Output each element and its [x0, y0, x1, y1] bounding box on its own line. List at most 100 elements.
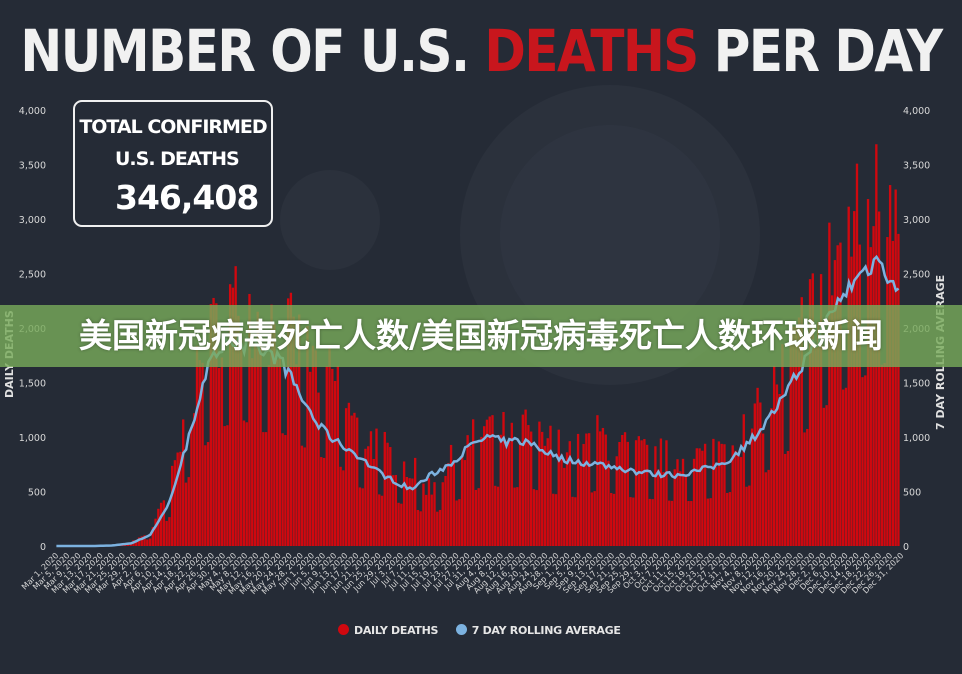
bar — [872, 226, 875, 546]
bar — [574, 497, 577, 546]
bar — [877, 211, 881, 546]
bar — [187, 477, 190, 546]
bar — [466, 435, 469, 546]
bar — [618, 442, 621, 546]
bar — [585, 433, 588, 546]
bar — [670, 500, 674, 546]
bar — [521, 414, 525, 546]
bar — [839, 242, 842, 546]
bar — [499, 434, 502, 546]
bar — [579, 464, 583, 546]
bar — [389, 447, 392, 546]
bar — [599, 431, 602, 546]
y-tick-label-left: 4,000 — [19, 106, 46, 117]
bar — [626, 441, 629, 546]
bar — [217, 367, 221, 546]
bar — [234, 266, 237, 546]
bar — [759, 402, 762, 546]
bar — [737, 452, 740, 546]
bar — [378, 494, 381, 546]
bar — [419, 511, 422, 546]
bar — [248, 293, 251, 546]
bar — [292, 316, 295, 546]
bar — [413, 457, 417, 546]
total-deaths-box: TOTAL CONFIRMED U.S. DEATHS 346,408 — [73, 100, 273, 227]
bar — [170, 465, 174, 546]
bar — [825, 405, 828, 546]
bar — [245, 422, 248, 546]
bar — [587, 433, 591, 546]
bar — [430, 494, 433, 546]
bar — [253, 344, 257, 546]
bar — [367, 446, 370, 546]
bar — [488, 416, 491, 546]
bar — [706, 498, 710, 546]
bar — [698, 448, 701, 546]
bar — [784, 453, 787, 546]
bar — [314, 350, 317, 546]
bar — [797, 317, 801, 546]
bar — [541, 431, 544, 546]
bar — [400, 503, 403, 546]
bar — [494, 485, 497, 546]
y-tick-label-right: 0 — [903, 542, 909, 553]
bar — [369, 431, 373, 546]
bar — [601, 427, 605, 546]
y-tick-label-right: 3,000 — [903, 215, 930, 226]
bar — [347, 402, 351, 546]
legend-swatch-avg — [455, 624, 467, 635]
y-tick-label-left: 0 — [40, 542, 46, 553]
bar — [731, 445, 734, 546]
bar — [792, 326, 795, 546]
bar — [767, 469, 770, 546]
bar — [264, 432, 268, 546]
bar — [847, 206, 850, 546]
bar — [761, 433, 765, 546]
bar — [803, 432, 806, 546]
bar — [402, 461, 406, 546]
bar — [659, 438, 663, 546]
bar — [507, 440, 511, 546]
bar — [223, 426, 226, 546]
bar — [753, 403, 756, 546]
bar — [273, 323, 276, 546]
bar — [309, 371, 312, 546]
bar — [894, 189, 897, 547]
y-tick-label-left: 2,500 — [19, 270, 46, 281]
bar — [687, 501, 690, 546]
bar — [262, 432, 265, 546]
bar — [830, 295, 834, 546]
bar — [447, 463, 450, 546]
bar — [375, 428, 378, 546]
bar — [897, 233, 900, 546]
bar — [157, 508, 160, 546]
bar — [195, 345, 199, 546]
total-deaths-value: 346,408 — [115, 178, 259, 217]
bar — [328, 347, 331, 546]
y-tick-label-left: 3,000 — [19, 215, 46, 226]
total-box-line2: U.S. DEATHS — [115, 148, 240, 170]
bar — [789, 328, 792, 546]
bar — [684, 474, 687, 546]
bar — [772, 365, 776, 546]
bar — [165, 520, 168, 546]
bar — [692, 458, 696, 546]
bar — [460, 455, 464, 546]
bar — [449, 444, 453, 546]
bar — [394, 474, 398, 546]
bar — [518, 444, 522, 546]
bar — [781, 344, 784, 546]
bar — [140, 536, 143, 546]
bar — [858, 244, 861, 546]
bar — [748, 485, 751, 546]
bar — [568, 441, 571, 546]
bar — [817, 322, 820, 546]
bar — [607, 460, 610, 546]
bar — [336, 365, 340, 546]
legend-item-daily: DAILY DEATHS — [338, 624, 438, 637]
bar — [709, 498, 712, 546]
bar — [756, 387, 759, 546]
bar — [510, 422, 513, 546]
bar — [344, 408, 348, 546]
bar — [228, 284, 232, 546]
